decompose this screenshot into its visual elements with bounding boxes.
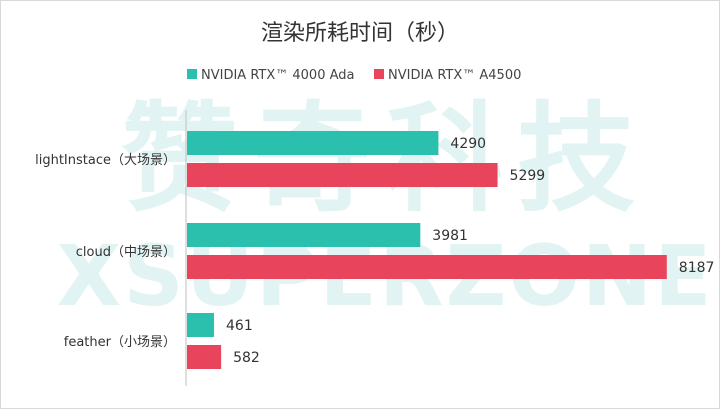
- legend-swatch-2: [374, 69, 384, 79]
- category-label: lightInstace（大场景）: [35, 153, 176, 168]
- bar-rtx4000ada: [187, 223, 421, 247]
- bar-a4500: [187, 255, 667, 279]
- data-label: 5299: [510, 168, 546, 184]
- data-label: 3981: [432, 228, 468, 244]
- category-label: cloud（中场景）: [76, 245, 176, 260]
- data-label: 461: [226, 318, 253, 334]
- category-label: feather（小场景）: [64, 335, 176, 350]
- watermark-cn: 赞奇科技: [121, 90, 649, 228]
- legend-swatch-1: [187, 69, 197, 79]
- bar-rtx4000ada: [187, 131, 439, 155]
- data-label: 8187: [679, 260, 715, 276]
- bar-a4500: [187, 163, 498, 187]
- legend-label-1: NVIDIA RTX™ 4000 Ada: [201, 68, 355, 83]
- plot-area: lightInstace（大场景） 4290 5299 cloud（中场景） 3981 8…: [35, 110, 714, 386]
- bar-rtx4000ada: [187, 313, 215, 337]
- chart-title: 渲染所耗时间（秒）: [261, 21, 459, 46]
- data-label: 582: [233, 350, 260, 366]
- legend-label-2: NVIDIA RTX™ A4500: [388, 68, 521, 83]
- bar-a4500: [187, 345, 222, 369]
- watermark: 赞奇科技 XSUPERZONE: [56, 90, 711, 325]
- data-label: 4290: [450, 136, 486, 152]
- legend: NVIDIA RTX™ 4000 Ada NVIDIA RTX™ A4500: [187, 68, 521, 83]
